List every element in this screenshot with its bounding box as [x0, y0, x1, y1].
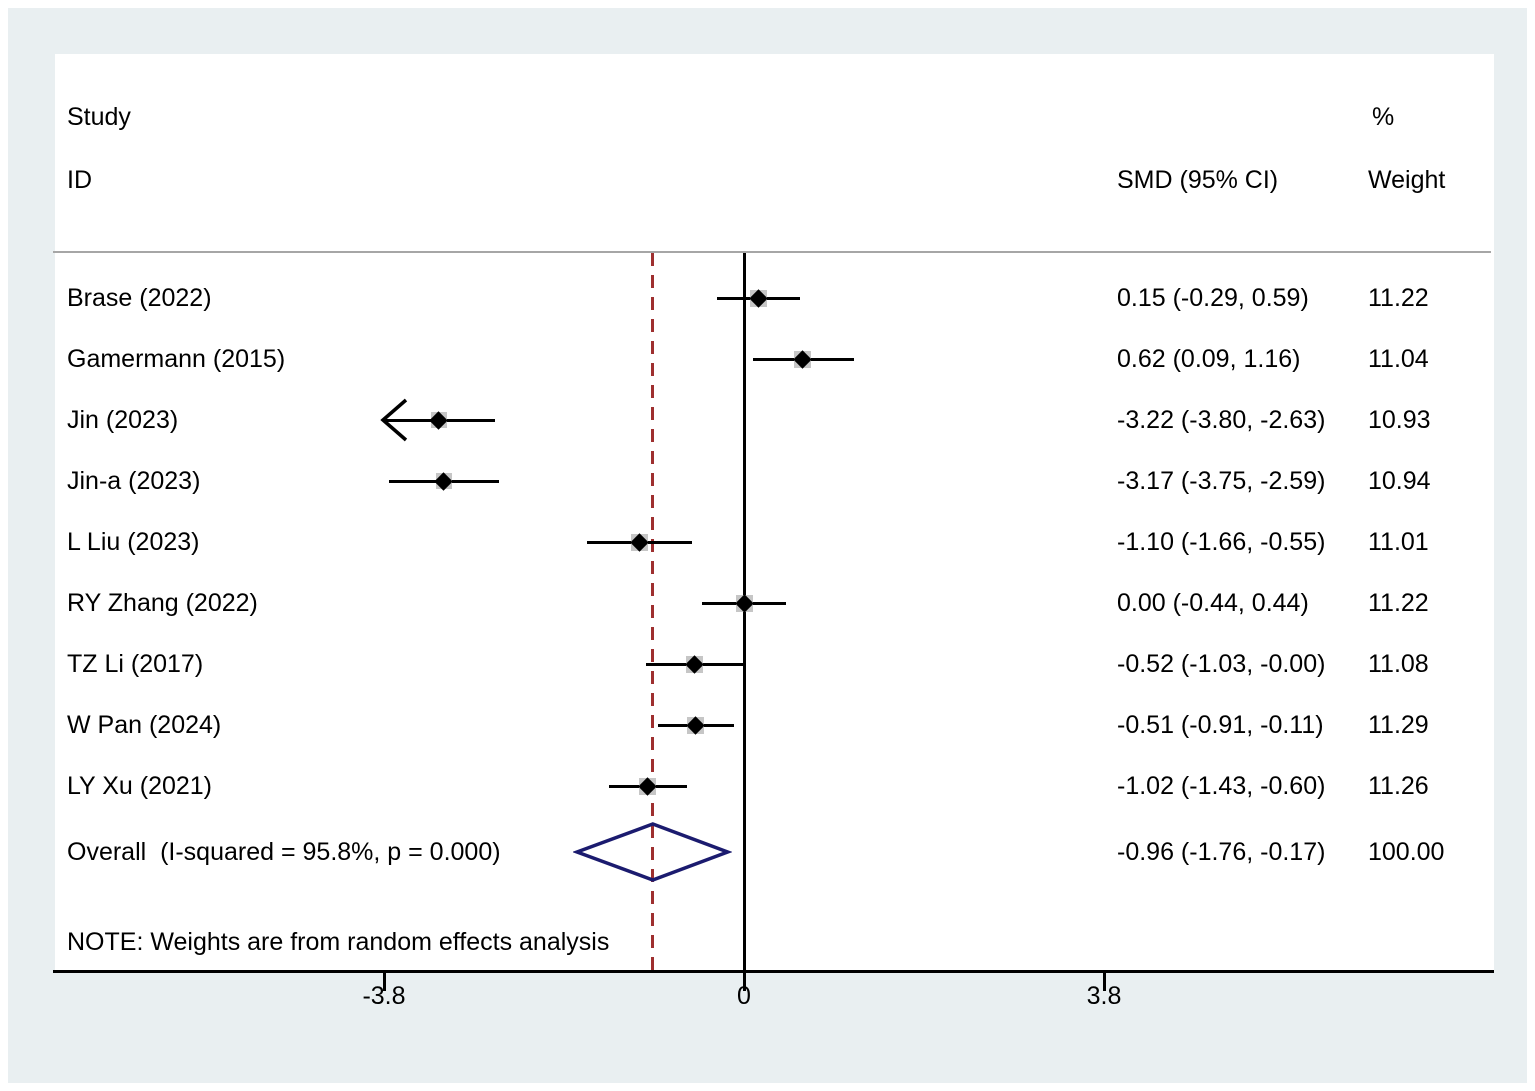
weight-value: 10.93 [1368, 406, 1431, 434]
ci-clipped-arrow-icon [380, 398, 408, 442]
study-label: RY Zhang (2022) [67, 589, 258, 617]
overall-effect-dashed-line [651, 253, 654, 971]
weight-header-percent: % [1372, 103, 1395, 131]
plot-area [55, 54, 1494, 971]
study-label: Brase (2022) [67, 284, 212, 312]
study-label: W Pan (2024) [67, 711, 222, 739]
weight-value: 10.94 [1368, 467, 1431, 495]
weight-value: 11.29 [1368, 711, 1429, 739]
study-header-line1: Study [67, 103, 131, 131]
x-tick [382, 971, 386, 991]
smd-value: -0.51 (-0.91, -0.11) [1117, 711, 1324, 739]
x-tick [742, 971, 746, 991]
study-header-line2: ID [67, 166, 92, 194]
weight-header-label: Weight [1368, 166, 1446, 194]
study-label: Jin (2023) [67, 406, 179, 434]
x-tick-label: 3.8 [1086, 982, 1122, 1010]
x-tick [1102, 971, 1106, 991]
study-label: Jin-a (2023) [67, 467, 201, 495]
smd-value: -0.96 (-1.76, -0.17) [1117, 838, 1326, 866]
header-separator-line [53, 251, 1491, 253]
smd-value: -1.02 (-1.43, -0.60) [1117, 772, 1326, 800]
smd-value: -1.10 (-1.66, -0.55) [1117, 528, 1326, 556]
study-label: Gamermann (2015) [67, 345, 286, 373]
x-tick-label: -3.8 [362, 982, 406, 1010]
smd-value: 0.00 (-0.44, 0.44) [1117, 589, 1309, 617]
smd-value: -3.22 (-3.80, -2.63) [1117, 406, 1326, 434]
note-text: NOTE: Weights are from random effects an… [67, 928, 610, 956]
smd-value: -3.17 (-3.75, -2.59) [1117, 467, 1326, 495]
weight-value: 11.01 [1368, 528, 1429, 556]
overall-diamond [573, 822, 733, 882]
weight-value: 11.26 [1368, 772, 1429, 800]
smd-value: -0.52 (-1.03, -0.00) [1117, 650, 1326, 678]
weight-value: 100.00 [1368, 838, 1445, 866]
study-label: L Liu (2023) [67, 528, 200, 556]
study-label: TZ Li (2017) [67, 650, 204, 678]
smd-column-header: SMD (95% CI) [1117, 166, 1279, 194]
weight-value: 11.22 [1368, 284, 1429, 312]
overall-label: Overall (I-squared = 95.8%, p = 0.000) [67, 838, 501, 866]
x-axis [53, 970, 1494, 973]
weight-value: 11.08 [1368, 650, 1429, 678]
x-tick-label: 0 [737, 982, 751, 1010]
weight-value: 11.22 [1368, 589, 1429, 617]
smd-value: 0.62 (0.09, 1.16) [1117, 345, 1301, 373]
smd-value: 0.15 (-0.29, 0.59) [1117, 284, 1309, 312]
study-label: LY Xu (2021) [67, 772, 213, 800]
weight-value: 11.04 [1368, 345, 1429, 373]
